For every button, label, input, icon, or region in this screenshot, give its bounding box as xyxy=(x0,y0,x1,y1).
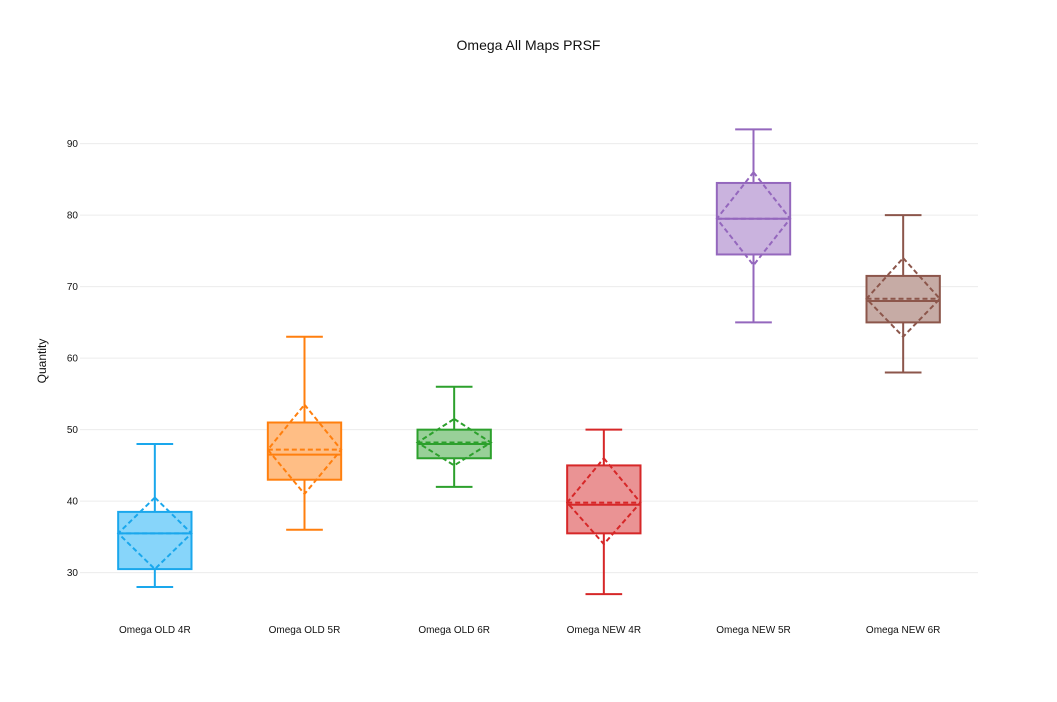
y-tick-label: 60 xyxy=(67,354,79,365)
sd-diamond xyxy=(865,256,942,339)
x-tick-label: Omega NEW 6R xyxy=(866,625,940,636)
box-omega-new-5r xyxy=(715,128,792,324)
y-tick-label: 30 xyxy=(67,568,79,579)
iqr-box xyxy=(566,464,642,535)
iqr-box xyxy=(117,510,193,571)
sd-diamond xyxy=(415,417,493,467)
gridlines xyxy=(80,143,978,574)
y-axis-ticks: 30 40 50 60 70 80 90 xyxy=(67,139,79,579)
y-tick-label: 50 xyxy=(67,425,79,436)
y-tick-label: 40 xyxy=(67,497,79,508)
x-tick-label: Omega OLD 6R xyxy=(418,625,490,636)
x-tick-label: Omega NEW 4R xyxy=(567,625,641,636)
iqr-box xyxy=(266,421,343,481)
sd-diamond xyxy=(266,403,343,496)
box-omega-new-6r xyxy=(865,214,942,374)
box-omega-old-5r xyxy=(266,335,343,531)
box-omega-old-6r xyxy=(415,385,493,488)
x-tick-label: Omega OLD 5R xyxy=(269,625,341,636)
box-omega-new-4r xyxy=(565,428,642,596)
chart-title: Omega All Maps PRSF xyxy=(457,37,601,53)
x-tick-label: Omega NEW 5R xyxy=(716,625,790,636)
x-tick-label: Omega OLD 4R xyxy=(119,625,191,636)
sd-diamond xyxy=(565,456,642,546)
box-omega-old-4r xyxy=(116,442,193,588)
y-tick-label: 80 xyxy=(67,211,79,222)
x-axis-ticks: Omega OLD 4R Omega OLD 5R Omega OLD 6R Omeg… xyxy=(119,625,940,636)
box-series xyxy=(116,128,942,596)
y-axis-label: Quantity xyxy=(35,339,49,384)
y-tick-label: 90 xyxy=(67,139,79,150)
y-tick-label: 70 xyxy=(67,282,79,293)
sd-diamond xyxy=(116,496,193,571)
